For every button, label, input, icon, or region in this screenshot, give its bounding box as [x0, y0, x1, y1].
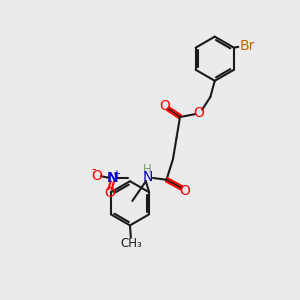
Text: +: + [112, 169, 120, 178]
Text: N: N [143, 170, 153, 184]
Text: -: - [91, 163, 96, 176]
Text: O: O [179, 184, 190, 198]
Text: H: H [143, 163, 152, 176]
Text: O: O [194, 106, 205, 120]
Text: CH₃: CH₃ [120, 236, 142, 250]
Text: Br: Br [239, 39, 255, 53]
Text: O: O [92, 169, 102, 183]
Text: N: N [106, 171, 118, 185]
Text: O: O [104, 186, 116, 200]
Text: O: O [159, 98, 170, 112]
